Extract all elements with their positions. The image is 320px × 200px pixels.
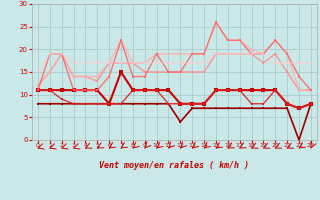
X-axis label: Vent moyen/en rafales ( km/h ): Vent moyen/en rafales ( km/h ) — [100, 161, 249, 170]
